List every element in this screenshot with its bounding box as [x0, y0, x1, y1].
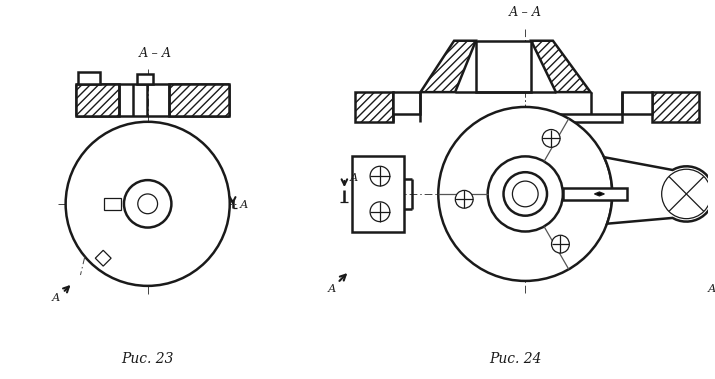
Circle shape: [551, 235, 569, 253]
Circle shape: [438, 107, 612, 281]
Bar: [622, 92, 652, 114]
Text: Рис. 24: Рис. 24: [489, 352, 542, 366]
Text: А – А: А – А: [508, 6, 542, 19]
Bar: [79, 72, 100, 84]
Circle shape: [661, 169, 711, 219]
Text: А: А: [350, 173, 358, 183]
Text: А: А: [327, 284, 336, 294]
Text: А – А: А – А: [139, 47, 172, 60]
Polygon shape: [420, 41, 476, 92]
Bar: [104, 198, 121, 210]
Bar: [652, 92, 699, 122]
Bar: [355, 92, 393, 122]
Polygon shape: [604, 157, 714, 224]
Circle shape: [66, 122, 230, 286]
Polygon shape: [95, 250, 111, 266]
Circle shape: [124, 180, 172, 227]
Circle shape: [488, 157, 563, 232]
Text: А: А: [240, 200, 248, 210]
Text: А: А: [708, 284, 715, 294]
Bar: [476, 41, 531, 92]
Circle shape: [455, 190, 473, 208]
Circle shape: [370, 166, 390, 186]
Bar: [393, 92, 420, 114]
Text: Рис. 23: Рис. 23: [122, 352, 174, 366]
Polygon shape: [531, 41, 591, 92]
Bar: [513, 114, 622, 122]
Text: А: А: [51, 293, 60, 303]
Bar: [76, 84, 119, 116]
Circle shape: [503, 172, 547, 216]
Polygon shape: [594, 192, 604, 196]
Bar: [169, 84, 229, 116]
Circle shape: [513, 181, 538, 207]
Circle shape: [138, 194, 157, 214]
Circle shape: [370, 202, 390, 222]
Circle shape: [542, 130, 560, 147]
Bar: [563, 188, 627, 200]
Bar: [352, 157, 404, 232]
Bar: [137, 74, 152, 84]
